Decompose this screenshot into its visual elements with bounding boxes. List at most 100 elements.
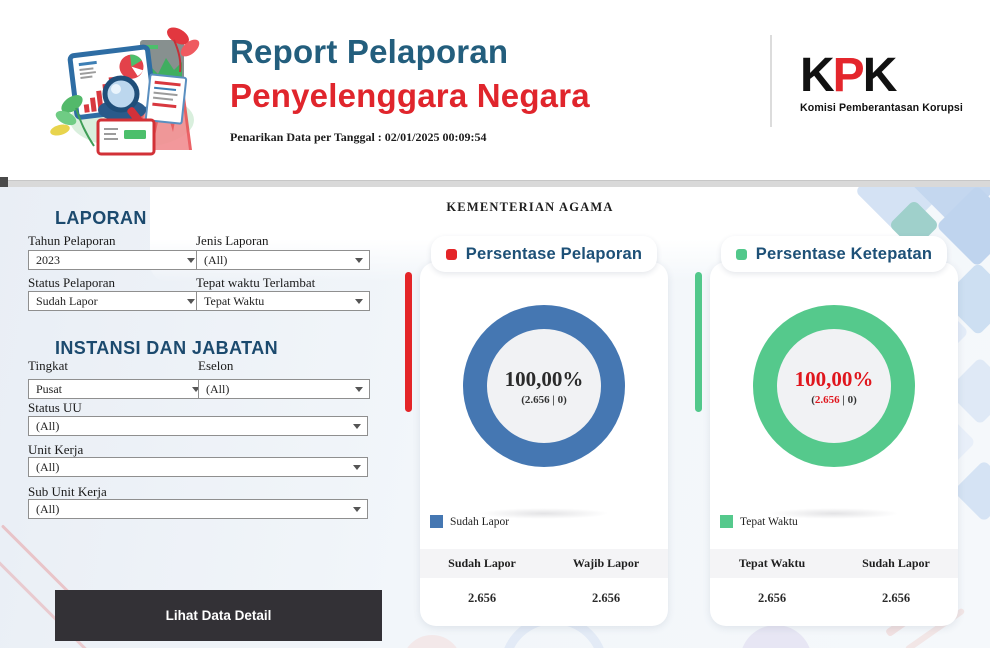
card-title-tab: Persentase Ketepatan xyxy=(721,236,947,272)
sub-unit-kerja-select[interactable]: (All) xyxy=(28,499,368,519)
donut-percent-label: 100,00% xyxy=(794,366,874,391)
red-square-bullet-icon xyxy=(445,248,457,260)
section-title-laporan: LAPORAN xyxy=(55,208,147,228)
jenis-laporan-value: (All) xyxy=(204,252,228,267)
label-sub-unit-kerja: Sub Unit Kerja xyxy=(28,484,107,499)
dropdown-arrow-icon xyxy=(187,299,195,304)
deco-circle xyxy=(402,635,462,648)
label-jenis-laporan: Jenis Laporan xyxy=(196,233,269,248)
page-title-line2: Penyelenggara Negara xyxy=(230,77,590,114)
legend-tepat-waktu[interactable]: Tepat Waktu xyxy=(720,515,798,528)
donut-detail-label: (2.656 | 0) xyxy=(811,394,857,406)
donut-sub-value: 2.656 xyxy=(814,393,840,406)
legend-label: Sudah Lapor xyxy=(450,515,510,528)
jenis-laporan-select[interactable]: (All) xyxy=(196,250,370,270)
status-pelaporan-value: Sudah Lapor xyxy=(36,293,98,308)
summary-table-values: 2.656 2.656 xyxy=(710,578,958,618)
tingkat-value: Pusat xyxy=(36,381,63,396)
dropdown-arrow-icon xyxy=(353,465,361,470)
unit-kerja-select[interactable]: (All) xyxy=(28,457,368,477)
eselon-value: (All) xyxy=(206,381,230,396)
table-header-cell: Sudah Lapor xyxy=(862,556,930,570)
organization-title: KEMENTERIAN AGAMA xyxy=(446,200,614,214)
eselon-select[interactable]: (All) xyxy=(198,379,370,399)
kpk-logo-tagline: Komisi Pemberantasan Korupsi xyxy=(800,102,963,114)
card-accent-bar-red xyxy=(405,272,412,412)
dropdown-arrow-icon xyxy=(355,258,363,263)
header-divider xyxy=(770,35,772,127)
donut-percent-label: 100,00% xyxy=(504,366,584,391)
donut-chart-ketepatan[interactable]: 100,00% (2.656 | 0) xyxy=(753,305,915,467)
dashboard-analytics-illustration xyxy=(50,27,200,156)
summary-table-header: Tepat Waktu Sudah Lapor xyxy=(710,549,958,578)
dropdown-arrow-icon xyxy=(187,258,195,263)
donut-detail-label: (2.656 | 0) xyxy=(521,394,567,406)
card-persentase-pelaporan: Persentase Pelaporan 100,00% (2.656 | 0)… xyxy=(405,236,668,626)
label-status-pelaporan: Status Pelaporan xyxy=(28,275,116,290)
table-value-cell[interactable]: 2.656 xyxy=(591,590,621,605)
label-tepat-waktu-terlambat: Tepat waktu Terlambat xyxy=(196,275,316,290)
green-square-bullet-icon xyxy=(735,248,747,260)
legend-label: Tepat Waktu xyxy=(740,515,798,528)
kpk-letter-k1: K xyxy=(800,49,835,102)
card-title: Persentase Pelaporan xyxy=(465,244,643,263)
table-header-cell: Sudah Lapor xyxy=(448,556,516,570)
page-title-line1: Report Pelaporan xyxy=(230,33,509,70)
corner-notch xyxy=(0,177,8,187)
legend-color-swatch xyxy=(720,515,733,528)
donut-chart-pelaporan[interactable]: 100,00% (2.656 | 0) xyxy=(463,305,625,467)
lihat-data-detail-button[interactable]: Lihat Data Detail xyxy=(55,590,382,641)
donut-shadow xyxy=(479,508,609,519)
tepat-waktu-terlambat-select[interactable]: Tepat Waktu xyxy=(196,291,370,311)
label-eselon: Eselon xyxy=(198,358,234,373)
card-title: Persentase Ketepatan xyxy=(755,244,933,263)
donut-sub-value: 2.656 xyxy=(524,393,550,406)
deco-diamond xyxy=(952,459,990,523)
dropdown-arrow-icon xyxy=(353,507,361,512)
table-value-cell[interactable]: 2.656 xyxy=(467,590,497,605)
unit-kerja-value: (All) xyxy=(36,459,60,474)
table-header-cell: Tepat Waktu xyxy=(738,556,806,570)
status-pelaporan-select[interactable]: Sudah Lapor xyxy=(28,291,202,311)
table-value-cell[interactable]: 2.656 xyxy=(757,590,787,605)
donut-shadow xyxy=(769,508,899,519)
data-pull-timestamp: Penarikan Data per Tanggal : 02/01/2025 … xyxy=(230,130,487,144)
donut-sub-open: ( xyxy=(811,393,815,406)
status-uu-select[interactable]: (All) xyxy=(28,416,368,436)
tingkat-select[interactable]: Pusat xyxy=(28,379,207,399)
sub-unit-kerja-value: (All) xyxy=(36,501,60,516)
section-title-instansi: INSTANSI DAN JABATAN xyxy=(55,338,278,358)
header-separator-band xyxy=(0,180,990,187)
card-accent-bar-green xyxy=(695,272,702,412)
label-status-uu: Status UU xyxy=(28,400,82,415)
dropdown-arrow-icon xyxy=(353,424,361,429)
kpk-letter-p: P xyxy=(832,49,865,102)
tahun-pelaporan-select[interactable]: 2023 xyxy=(28,250,202,270)
dropdown-arrow-icon xyxy=(355,387,363,392)
tepat-waktu-terlambat-value: Tepat Waktu xyxy=(204,293,265,308)
donut-sub-close: | 0) xyxy=(549,393,567,406)
summary-table-values: 2.656 2.656 xyxy=(420,578,668,618)
card-title-tab: Persentase Pelaporan xyxy=(431,236,657,272)
dropdown-arrow-icon xyxy=(355,299,363,304)
page-header: Report Pelaporan Penyelenggara Negara Pe… xyxy=(0,0,990,180)
dropdown-arrow-icon xyxy=(192,387,200,392)
legend-color-swatch xyxy=(430,515,443,528)
label-tingkat: Tingkat xyxy=(28,358,68,373)
card-persentase-ketepatan: Persentase Ketepatan 100,00% (2.656 | 0)… xyxy=(695,236,958,626)
kpk-letter-k2: K xyxy=(862,49,898,102)
deco-circle xyxy=(740,625,812,648)
tahun-pelaporan-value: 2023 xyxy=(36,252,60,267)
summary-table-header: Sudah Lapor Wajib Lapor xyxy=(420,549,668,578)
label-unit-kerja: Unit Kerja xyxy=(28,442,84,457)
kpk-logo-text: KPK xyxy=(800,52,970,100)
legend-sudah-lapor[interactable]: Sudah Lapor xyxy=(430,515,509,528)
donut-sub-close: | 0) xyxy=(839,393,857,406)
donut-sub-open: ( xyxy=(521,393,525,406)
status-uu-value: (All) xyxy=(36,418,60,433)
kpk-logo: KPK Komisi Pemberantasan Korupsi xyxy=(800,52,970,115)
table-header-cell: Wajib Lapor xyxy=(572,556,640,570)
table-value-cell[interactable]: 2.656 xyxy=(881,590,911,605)
label-tahun-pelaporan: Tahun Pelaporan xyxy=(28,233,116,248)
